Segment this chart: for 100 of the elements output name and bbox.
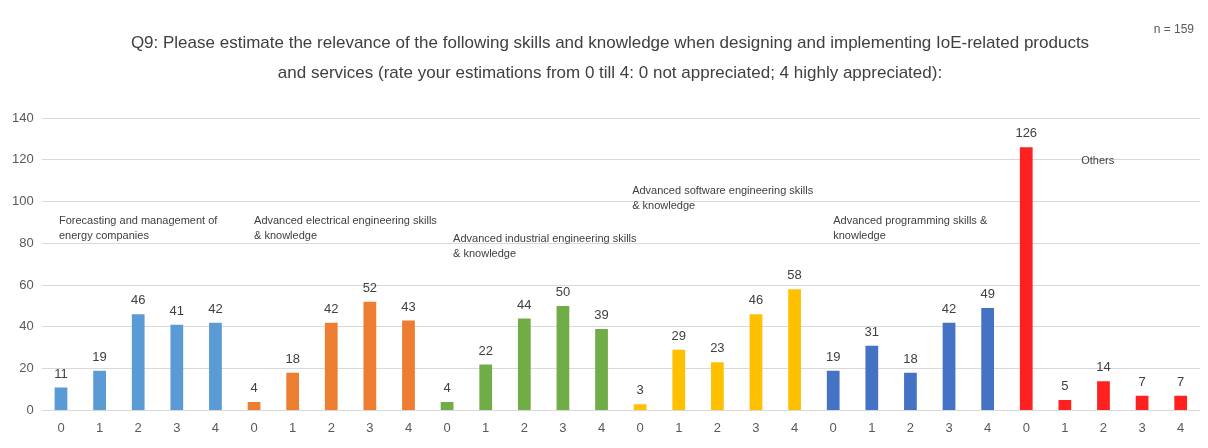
x-tick-label: 1	[95, 419, 104, 435]
y-tick-label: 40	[19, 318, 34, 334]
x-tick-label: 4	[790, 419, 799, 435]
x-tick-label: 1	[868, 419, 876, 435]
data-label: 46	[130, 292, 146, 308]
annotation: Advanced software engineering skills & knowledge	[632, 183, 814, 211]
data-label: 18	[285, 350, 300, 366]
annotation: Advanced industrial engineering skills & knowledge	[453, 231, 638, 259]
bar	[209, 322, 222, 410]
x-tick-label: 2	[520, 419, 528, 435]
y-tick-label: 20	[19, 360, 34, 376]
data-label: 4	[443, 380, 451, 396]
data-label: 52	[362, 279, 378, 295]
bar	[1174, 395, 1188, 410]
data-label: 43	[401, 298, 416, 314]
data-label: 19	[92, 348, 107, 364]
bar	[1097, 381, 1110, 410]
x-tick-label: 3	[559, 419, 567, 435]
data-label: 14	[1096, 359, 1111, 375]
x-tick-label: 0	[57, 419, 65, 435]
x-tick-label: 4	[597, 419, 606, 435]
bar	[826, 370, 840, 410]
data-label: 44	[517, 296, 532, 312]
data-label: 5	[1061, 378, 1069, 394]
bar	[517, 318, 531, 410]
y-tick-label: 60	[19, 276, 34, 292]
data-label: 50	[555, 284, 571, 300]
data-label: 126	[1015, 125, 1038, 141]
data-label: 4	[250, 380, 258, 396]
data-label: 7	[1138, 373, 1146, 389]
y-tick-label: 0	[26, 401, 34, 417]
data-label: 29	[671, 327, 686, 343]
data-label: 46	[748, 292, 764, 308]
x-tick-label: 0	[1022, 419, 1030, 435]
bar	[440, 402, 454, 410]
x-tick-label: 3	[173, 419, 181, 435]
bar	[93, 370, 106, 410]
bar	[131, 314, 145, 410]
data-label: 22	[478, 342, 493, 358]
x-tick-label: 0	[250, 419, 258, 435]
data-label: 3	[636, 382, 644, 398]
bar	[672, 349, 686, 410]
data-label: 19	[825, 348, 841, 364]
bar	[1135, 395, 1149, 410]
bar	[981, 308, 995, 410]
data-label: 11	[54, 365, 68, 381]
y-tick-label: 100	[11, 193, 34, 209]
bar	[1058, 399, 1072, 410]
bar	[324, 322, 338, 410]
bar	[595, 328, 608, 410]
x-tick-label: 3	[366, 419, 374, 435]
y-tick-label: 140	[11, 109, 34, 125]
data-label: 7	[1177, 373, 1185, 389]
x-tick-label: 3	[752, 419, 760, 435]
data-label: 58	[787, 267, 802, 283]
data-label: 23	[710, 340, 725, 356]
bar	[363, 301, 377, 410]
x-tick-label: 2	[1099, 419, 1108, 435]
x-tick-label: 0	[636, 419, 644, 435]
annotation: Advanced electrical engineering skills & knowledge	[254, 213, 438, 241]
data-label: 42	[324, 300, 339, 316]
x-tick-label: 2	[713, 419, 721, 435]
x-tick-label: 4	[211, 419, 220, 435]
x-tick-label: 2	[906, 419, 915, 435]
x-tick-label: 0	[829, 419, 837, 435]
y-tick-label: 120	[11, 151, 34, 167]
data-label: 49	[980, 286, 995, 302]
data-label: 42	[208, 300, 223, 316]
x-tick-label: 2	[327, 419, 335, 435]
y-tick-label: 80	[19, 234, 34, 250]
bar	[479, 364, 493, 410]
annotation: Forecasting and management of energy companies	[59, 213, 219, 241]
data-label: 41	[169, 302, 185, 318]
x-tick-label: 1	[1061, 419, 1069, 435]
annotation: Others	[1081, 153, 1115, 166]
bar	[1019, 147, 1033, 410]
x-tick-label: 3	[945, 419, 953, 435]
x-tick-label: 0	[443, 419, 451, 435]
bar	[286, 372, 300, 410]
data-label: 18	[903, 350, 918, 366]
bar	[749, 314, 763, 410]
x-tick-label: 1	[482, 419, 490, 435]
data-label: 31	[864, 323, 880, 339]
chart-title: Q9: Please estimate the relevance of the following skills and knowledge when designing and implementing IoE-related products and services (rate your estimations from 0 till 4: 0 not appreciated; 4 highly appreciated):	[130, 32, 1090, 84]
bar	[54, 387, 68, 410]
bar	[402, 320, 415, 410]
annotation: Advanced programming skills & knowledge	[833, 213, 988, 241]
bar	[788, 289, 801, 410]
x-tick-label: 1	[289, 419, 297, 435]
x-tick-label: 1	[675, 419, 683, 435]
bar	[865, 345, 879, 410]
x-tick-label: 4	[984, 419, 992, 435]
x-tick-label: 3	[1138, 419, 1146, 435]
bar	[633, 404, 647, 410]
bar	[904, 372, 917, 410]
data-label: 39	[594, 307, 609, 323]
x-tick-label: 2	[134, 419, 142, 435]
bar	[247, 402, 261, 410]
x-tick-label: 4	[1177, 419, 1185, 435]
x-tick-label: 4	[404, 419, 413, 435]
